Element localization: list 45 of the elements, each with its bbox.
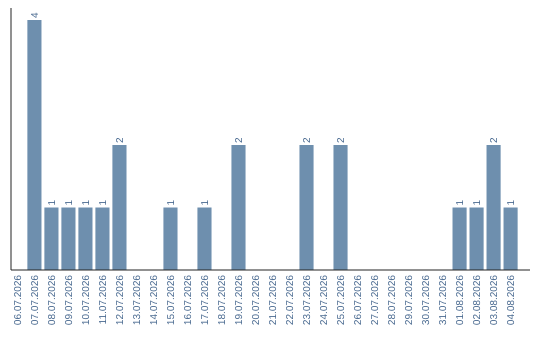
x-tick-label: 27.07.2026 [370,274,382,326]
data-label: 2 [234,137,245,143]
x-tick-label: 08.07.2026 [46,274,58,326]
x-tick-label: 16.07.2026 [182,274,194,326]
x-tick-label: 12.07.2026 [114,274,126,326]
data-label: 2 [302,137,314,143]
data-label: 1 [98,200,109,206]
data-label: 1 [64,200,75,206]
x-tick-label: 02.08.2026 [472,274,484,326]
x-tick-label: 03.08.2026 [489,274,500,326]
x-tick-label: 09.07.2026 [64,274,75,326]
x-tick-label: 21.07.2026 [268,274,280,326]
x-tick-label: 26.07.2026 [353,274,364,326]
x-tick-label: 24.07.2026 [319,274,330,326]
data-label: 1 [166,200,177,206]
data-label: 2 [114,137,126,143]
data-label: 1 [455,200,466,206]
data-label: 1 [46,200,58,206]
data-label: 2 [336,137,348,143]
data-label: 4 [30,12,41,18]
x-tick-label: 22.07.2026 [285,274,296,326]
x-tick-label: 28.07.2026 [387,274,398,326]
x-tick-label: 17.07.2026 [200,274,211,326]
x-tick-label: 18.07.2026 [216,274,228,326]
x-tick-label: 30.07.2026 [421,274,432,326]
x-tick-label: 14.07.2026 [148,274,160,326]
x-tick-label: 01.08.2026 [455,274,466,326]
x-tick-label: 25.07.2026 [336,274,348,326]
x-tick-label: 04.08.2026 [506,274,518,326]
x-tick-label: 11.07.2026 [98,274,109,324]
x-tick-label: 13.07.2026 [132,274,143,326]
x-tick-label: 20.07.2026 [250,274,262,326]
x-tick-label: 31.07.2026 [438,274,450,326]
data-label: 1 [200,200,211,206]
x-tick-label: 29.07.2026 [404,274,416,326]
x-tick-label: 07.07.2026 [30,274,41,326]
data-label: 1 [506,200,518,206]
x-tick-label: 10.07.2026 [80,274,92,326]
data-label: 1 [80,200,92,206]
data-label: 2 [489,137,500,143]
data-label: 1 [472,200,484,206]
x-tick-label: 19.07.2026 [234,274,245,326]
x-tick-label: 23.07.2026 [302,274,314,326]
x-tick-label: 15.07.2026 [166,274,177,326]
x-tick-label: 06.07.2026 [12,274,24,326]
